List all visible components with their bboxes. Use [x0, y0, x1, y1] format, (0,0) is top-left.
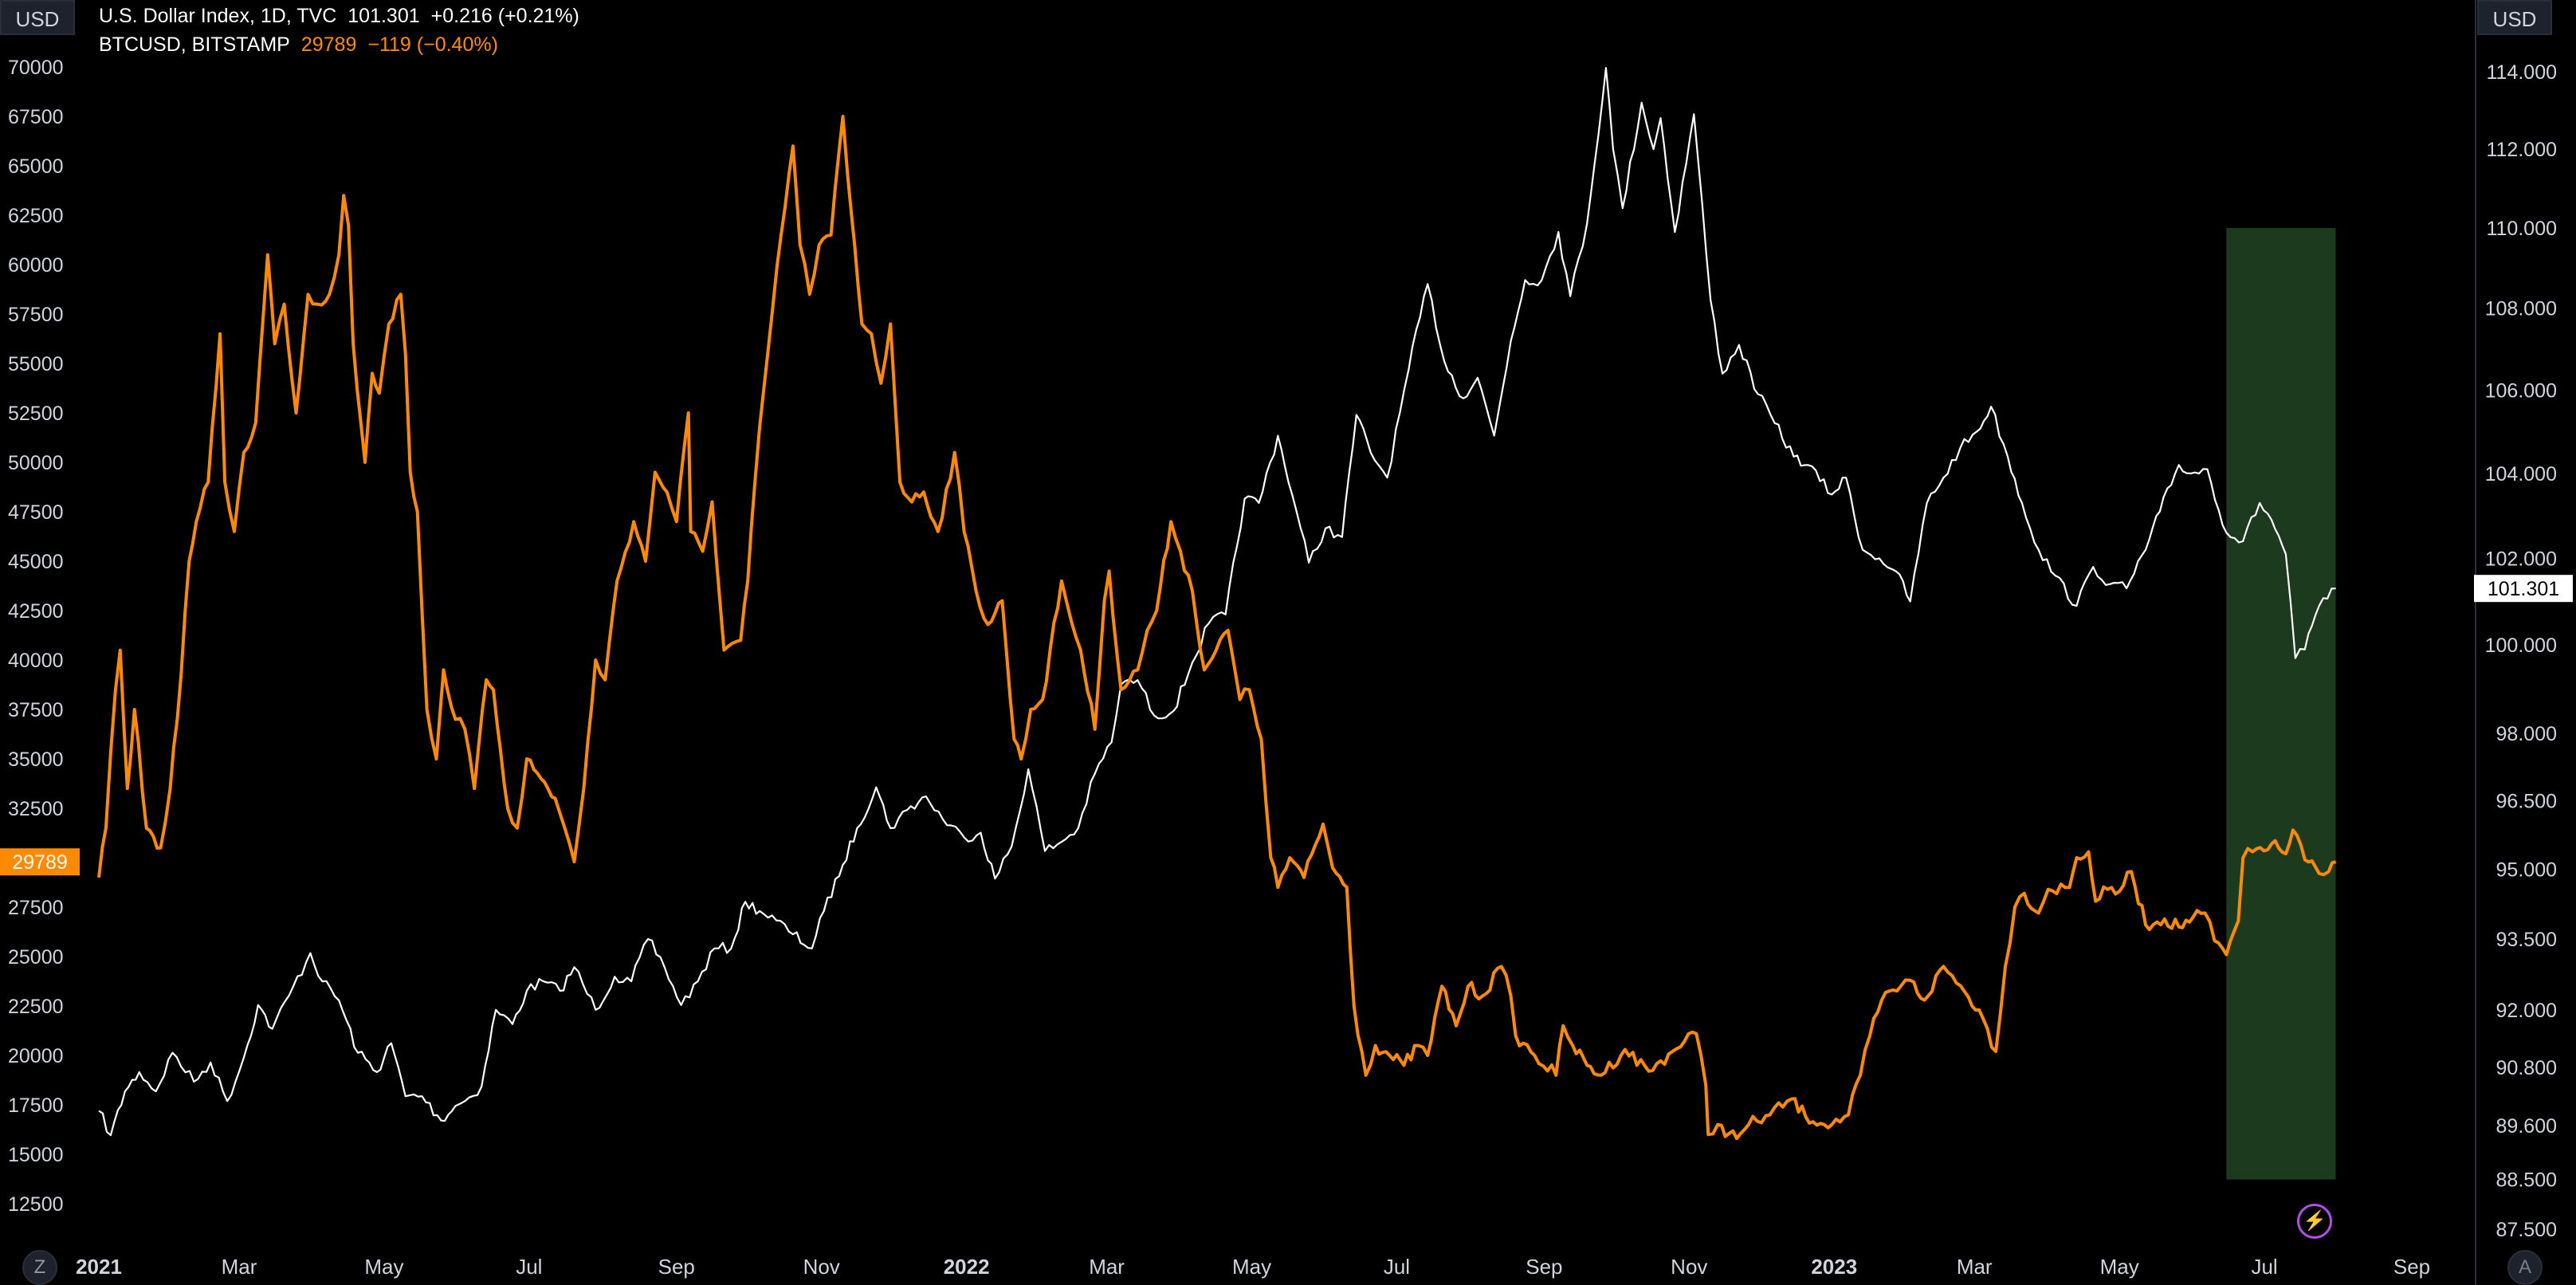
- left-axis-tick-label: 57500: [8, 304, 64, 326]
- time-axis-tick-label: Jul: [516, 1255, 542, 1279]
- left-unit-button[interactable]: USD: [0, 0, 75, 35]
- legend-dxy-change: +0.216 (+0.21%): [430, 5, 579, 27]
- right-axis-tick-label: 104.000: [2485, 463, 2557, 485]
- left-axis-tick-label: 35000: [8, 749, 64, 771]
- time-axis-tick-label: May: [2100, 1255, 2139, 1279]
- right-unit-button[interactable]: USD: [2477, 0, 2552, 35]
- left-axis-tick-label: 32500: [8, 798, 64, 820]
- left-axis-tick-label: 52500: [8, 403, 64, 425]
- right-axis-tick-label: 92.000: [2496, 1000, 2557, 1022]
- left-axis-tick-label: 37500: [8, 699, 64, 721]
- left-axis-tick-label: 60000: [8, 254, 64, 277]
- time-axis-tick-label: Sep: [2393, 1255, 2430, 1279]
- time-axis-tick-label: Nov: [1671, 1255, 1707, 1279]
- right-axis-tick-label: 110.000: [2486, 218, 2557, 240]
- left-axis-tick-label: 55000: [8, 353, 64, 375]
- time-axis-tick-label: Sep: [1526, 1255, 1562, 1279]
- time-axis-tick-label: Nov: [803, 1255, 840, 1279]
- time-axis-tick-label: Jul: [1384, 1255, 1410, 1279]
- time-axis-tick-label: Mar: [1089, 1255, 1125, 1279]
- left-axis-tick-label: 27500: [8, 897, 64, 919]
- time-axis-tick-label: Mar: [1957, 1255, 1993, 1279]
- time-axis-tick-label: 2021: [76, 1255, 122, 1279]
- right-axis-tick-label: 108.000: [2485, 298, 2557, 320]
- left-axis-tick-label: 25000: [8, 946, 64, 969]
- right-axis-tick-label: 96.500: [2496, 791, 2557, 813]
- lightning-icon[interactable]: ⚡: [2297, 1204, 2332, 1239]
- left-axis-tick-label: 67500: [8, 106, 64, 128]
- left-axis-tick-label: 65000: [8, 155, 64, 178]
- time-axis-tick-label: Jul: [2251, 1255, 2277, 1279]
- btc-last-value-label: 29789: [12, 851, 68, 874]
- right-axis-tick-label: 100.000: [2485, 635, 2557, 657]
- right-axis-tick-label: 95.000: [2496, 859, 2557, 882]
- right-price-axis[interactable]: 114.000 112.000 110.000 108.000 106.000 104.0…: [2475, 0, 2557, 1285]
- left-axis-tick-label: 15000: [8, 1144, 64, 1166]
- right-axis-tick-label: 112.000: [2486, 139, 2557, 161]
- dxy-last-value-label: 101.301: [2488, 578, 2559, 600]
- last-value-labels: 29789 101.301: [0, 575, 2573, 876]
- time-axis-tick-label: 2023: [1811, 1255, 1857, 1279]
- legend-btc[interactable]: BTCUSD, BITSTAMP 29789 −119 (−0.40%): [99, 33, 498, 57]
- right-axis-tick-label: 98.000: [2496, 723, 2557, 745]
- left-axis-tick-label: 70000: [8, 57, 64, 79]
- left-axis-tick-label: 12500: [8, 1193, 64, 1216]
- legend-btc-change: −119 (−0.40%): [367, 33, 498, 56]
- left-axis-tick-label: 47500: [8, 501, 64, 524]
- right-axis-tick-label: 106.000: [2485, 379, 2557, 402]
- legend-dxy[interactable]: U.S. Dollar Index, 1D, TVC 101.301 +0.216 …: [99, 5, 579, 28]
- highlight-region: [2226, 228, 2336, 1180]
- left-axis-tick-label: 20000: [8, 1045, 64, 1067]
- timezone-z-button[interactable]: Z: [22, 1250, 57, 1285]
- btc-series-line: [97, 115, 2337, 1141]
- dxy-series-line: [98, 67, 2336, 1137]
- left-axis-tick-label: 17500: [8, 1094, 64, 1117]
- right-axis-tick-label: 114.000: [2486, 61, 2557, 84]
- right-axis-tick-label: 87.500: [2496, 1219, 2557, 1241]
- left-axis-tick-label: 40000: [8, 650, 64, 672]
- left-axis-tick-label: 62500: [8, 205, 64, 227]
- legend-dxy-value: 101.301: [348, 5, 420, 27]
- btc-last-value-box: [0, 848, 80, 876]
- legend-btc-name: BTCUSD, BITSTAMP: [99, 33, 290, 56]
- time-axis[interactable]: 2021 Mar May Jul Sep Nov 2022 Mar May Jul Sep Nov 20…: [76, 1255, 2430, 1279]
- legend-btc-value: 29789: [300, 33, 357, 56]
- left-axis-tick-label: 42500: [8, 600, 64, 623]
- auto-scale-a-button[interactable]: A: [2507, 1250, 2543, 1285]
- time-axis-tick-label: 2022: [944, 1255, 990, 1279]
- dxy-last-value-box: [2474, 575, 2573, 603]
- right-axis-tick-label: 88.500: [2496, 1169, 2557, 1192]
- time-axis-tick-label: Sep: [658, 1255, 695, 1279]
- time-axis-tick-label: Mar: [222, 1255, 257, 1279]
- right-axis-tick-label: 90.800: [2496, 1057, 2557, 1079]
- right-axis-tick-label: 102.000: [2485, 548, 2557, 570]
- left-price-axis[interactable]: 70000 67500 65000 62500 60000 57500 55000 52500…: [8, 57, 64, 1216]
- time-axis-tick-label: May: [1232, 1255, 1271, 1279]
- left-axis-tick-label: 22500: [8, 996, 64, 1018]
- right-axis-tick-label: 89.600: [2496, 1115, 2557, 1138]
- right-axis-tick-label: 93.500: [2496, 929, 2557, 951]
- left-axis-tick-label: 50000: [8, 452, 64, 474]
- time-axis-tick-label: May: [364, 1255, 403, 1279]
- left-axis-tick-label: 45000: [8, 551, 64, 573]
- legend-dxy-name: U.S. Dollar Index, 1D, TVC: [99, 5, 337, 27]
